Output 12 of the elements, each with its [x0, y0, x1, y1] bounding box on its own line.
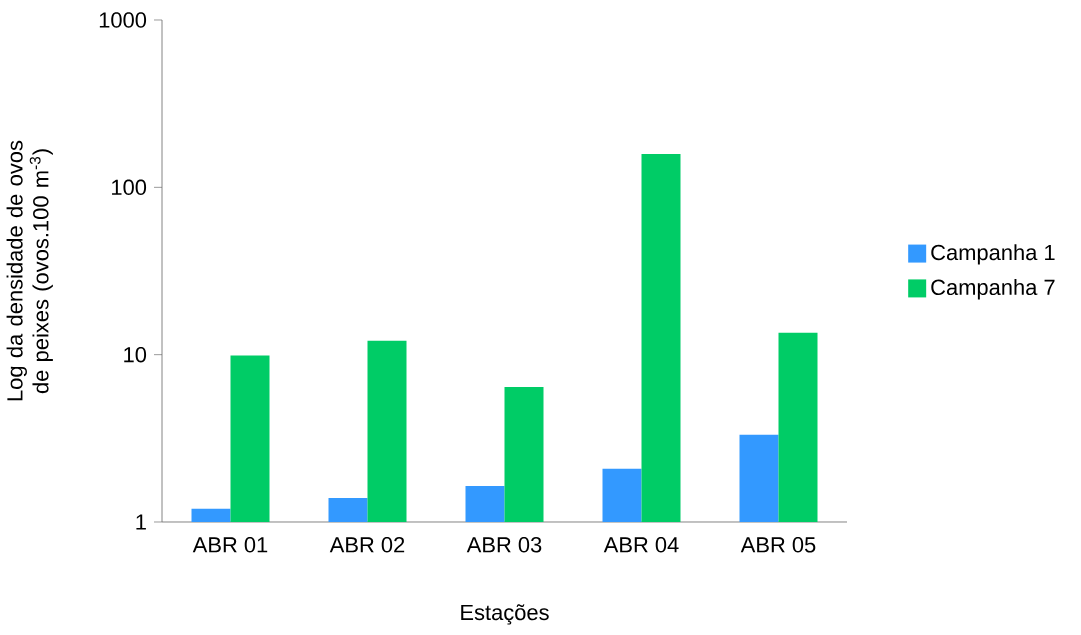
y-tick-label: 100: [112, 179, 147, 196]
x-tick-label: ABR 05: [740, 537, 816, 553]
x-tick-label: ABR 02: [329, 537, 405, 553]
x-tick-label: ABR 04: [603, 537, 679, 553]
legend-label: Campanha 7: [931, 278, 1055, 300]
y-tick-label: 1000: [99, 12, 147, 28]
x-tick-label: ABR 01: [192, 537, 268, 553]
y-tick-label: 1: [136, 514, 146, 530]
x-tick-label: ABR 03: [466, 537, 542, 553]
x-axis-title: Estações: [461, 604, 549, 625]
legend-label: Campanha 1: [931, 244, 1055, 265]
y-tick-label: 10: [124, 346, 147, 363]
